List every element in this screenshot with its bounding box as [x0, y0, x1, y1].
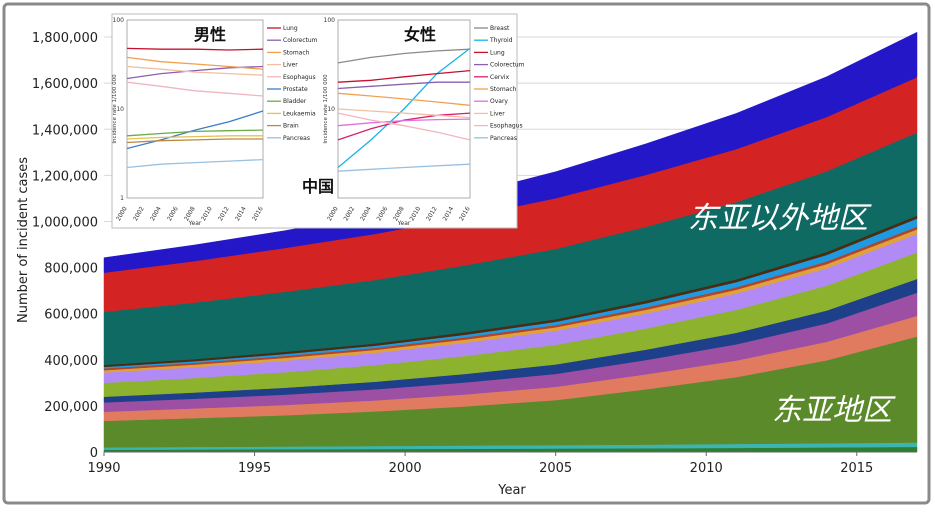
inset-line-colorectum — [337, 81, 470, 90]
annotation-east-asia: 东亚地区 — [772, 393, 896, 428]
inset-region-label: 中国 — [302, 177, 334, 196]
main-x-tick-label: 2010 — [690, 461, 723, 476]
main-x-tick-label: 1995 — [238, 461, 271, 476]
inset-y-tick-label: 100 — [324, 17, 336, 24]
inset-legend-label: Stomach — [490, 86, 517, 93]
main-y-tick-label: 0 — [90, 446, 98, 461]
inset-line-pancreas — [337, 163, 471, 172]
main-y-tick-label: 1,400,000 — [32, 123, 98, 138]
inset-legend-label: Esophagus — [490, 123, 523, 130]
inset-legend-label: Esophagus — [283, 74, 316, 81]
inset-line-thyroid — [337, 47, 471, 168]
inset-men-title: 男性 — [194, 25, 226, 44]
inset-legend-label: Brain — [283, 123, 299, 130]
inset-legend-label: Cervix — [490, 74, 510, 81]
inset-line-brain — [126, 138, 263, 144]
main-y-tick-label: 600,000 — [44, 308, 98, 323]
inset-line-lung — [126, 47, 264, 51]
inset-legend-label: Liver — [283, 62, 298, 69]
inset-y-tick-label: 100 — [113, 17, 125, 24]
main-y-tick-label: 1,200,000 — [32, 169, 98, 184]
inset-legend-label: Breast — [490, 25, 510, 32]
inset-legend-label: Leukaemia — [283, 110, 316, 117]
main-axes: 0 200,000 400,000 600,000 800,000 1,000,000 1,… — [32, 31, 917, 476]
main-y-axis-label: Number of incident cases — [16, 157, 31, 323]
main-x-tick-label: 2015 — [840, 461, 873, 476]
inset-legend-label: Liver — [490, 110, 505, 117]
main-y-tick-label: 1,000,000 — [32, 215, 98, 230]
main-y-tick-label: 200,000 — [44, 400, 98, 415]
inset-legend-label: Colorectum — [283, 37, 318, 44]
inset-legend-label: Thyroid — [489, 37, 513, 44]
inset-line-lung — [337, 69, 471, 83]
inset-legend-label: Bladder — [283, 98, 307, 105]
inset-line-leukaemia — [126, 135, 263, 140]
main-x-tick-label: 2005 — [539, 461, 572, 476]
inset-legend-label: Ovary — [490, 98, 508, 105]
inset-line-breast — [337, 48, 471, 64]
inset-women-title: 女性 — [404, 25, 436, 44]
main-stacked-areas — [103, 31, 918, 453]
main-y-tick-label: 1,600,000 — [32, 77, 98, 92]
inset-line-esophagus — [337, 112, 471, 141]
inset-legend-label: Pancreas — [490, 135, 517, 142]
inset-x-axis-label: Year — [188, 220, 202, 227]
main-y-tick-label: 400,000 — [44, 354, 98, 369]
inset-legend-label: Lung — [283, 25, 298, 32]
main-y-tick-label: 1,800,000 — [32, 31, 98, 46]
inset-plot-frame — [126, 19, 264, 199]
annotation-outside-east-asia: 东亚以外地区 — [688, 201, 872, 236]
inset-legend-label: Pancreas — [283, 135, 310, 142]
inset-legend-label: Colorectum — [490, 62, 525, 69]
main-x-tick-label: 1990 — [87, 461, 120, 476]
inset-x-axis-label: Year — [397, 220, 411, 227]
main-x-axis-label: Year — [497, 483, 526, 498]
inset-line-prostate — [126, 110, 264, 150]
inset-line-liver — [126, 65, 264, 76]
inset-legend-label: Prostate — [283, 86, 308, 93]
inset-line-stomach — [337, 92, 471, 106]
inset-legend-label: Lung — [490, 49, 505, 56]
inset-line-bladder — [126, 129, 264, 137]
inset-line-esophagus — [126, 81, 264, 97]
inset-line-stomach — [126, 56, 264, 70]
inset-y-tick-label: 10 — [116, 106, 124, 113]
inset-y-axis-label: Incidence rate 1/100 000 — [323, 74, 329, 144]
inset-y-tick-label: 1 — [120, 195, 124, 202]
main-y-tick-label: 800,000 — [44, 262, 98, 277]
inset-line-pancreas — [126, 158, 264, 169]
inset-y-axis-label: Incidence rate 1/100 000 — [112, 74, 118, 144]
inset-line-liver — [337, 108, 471, 119]
inset-line-ovary — [337, 118, 471, 127]
main-x-tick-label: 2000 — [389, 461, 422, 476]
inset-y-tick-label: 10 — [327, 106, 335, 113]
inset-legend-label: Stomach — [283, 49, 310, 56]
